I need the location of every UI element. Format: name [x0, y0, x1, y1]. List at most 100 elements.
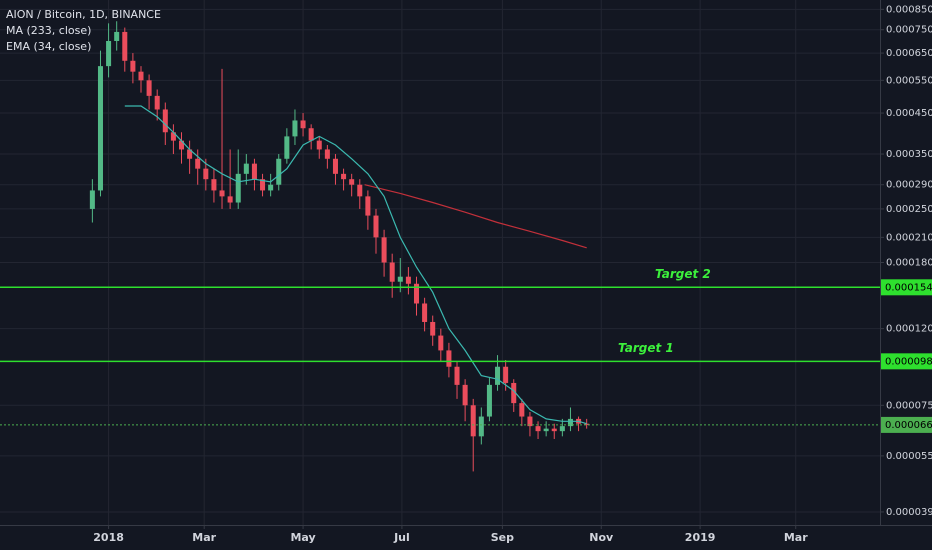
- candle-body: [397, 276, 403, 282]
- candle-body: [567, 418, 573, 427]
- x-tick-label: 2018: [93, 531, 124, 544]
- x-tick-label: Sep: [491, 531, 514, 544]
- candle-body: [551, 428, 557, 432]
- candle-body: [446, 350, 452, 367]
- price-tag: [881, 416, 932, 433]
- candle-body: [146, 80, 152, 96]
- x-tick-label: Mar: [784, 531, 808, 544]
- candle-body: [292, 120, 298, 137]
- x-tick-label: Jul: [393, 531, 410, 544]
- candle-body: [235, 173, 241, 203]
- candle-body: [268, 184, 274, 191]
- candle-body: [413, 283, 420, 304]
- indicator-line: [124, 105, 587, 425]
- candle-body: [284, 136, 290, 159]
- candle-body: [130, 60, 136, 72]
- candle-body: [260, 179, 266, 191]
- candle-body: [373, 215, 379, 238]
- candle-body: [470, 405, 476, 437]
- legend-entry: EMA (34, close): [6, 40, 91, 53]
- candle-body: [138, 71, 144, 81]
- candle-body: [211, 179, 217, 191]
- candle-body: [519, 403, 525, 417]
- chart-title: AION / Bitcoin, 1D, BINANCE: [6, 8, 161, 21]
- y-tick-label: 0.0008500: [886, 4, 932, 15]
- candle-body: [114, 31, 120, 41]
- candle-body: [187, 149, 193, 159]
- candle-body: [349, 179, 355, 185]
- candle-body: [276, 158, 282, 185]
- candle-body: [195, 158, 201, 169]
- candle-body: [300, 120, 306, 129]
- candle-body: [162, 109, 168, 133]
- candle-body: [219, 190, 225, 197]
- candle-body: [308, 128, 314, 141]
- legend-entry: MA (233, close): [6, 24, 91, 37]
- candle-body: [170, 132, 176, 141]
- candle-body: [89, 190, 95, 209]
- x-tick-label: May: [290, 531, 315, 544]
- candle-body: [454, 366, 460, 385]
- candle-body: [357, 184, 363, 197]
- candle-body: [365, 196, 371, 216]
- price-tag: [881, 353, 932, 370]
- candle-body: [438, 335, 444, 351]
- candle-body: [462, 384, 468, 406]
- candle-body: [243, 163, 249, 174]
- target-label: Target 2: [655, 267, 711, 281]
- candle-body: [430, 321, 436, 336]
- x-tick-label: 2019: [685, 531, 716, 544]
- candle-body: [341, 173, 347, 180]
- candle-body: [251, 163, 257, 180]
- candle-body: [332, 158, 338, 174]
- candle-body: [422, 303, 428, 322]
- layer: [89, 21, 590, 472]
- candle-body: [389, 262, 395, 282]
- candle-body: [227, 196, 233, 203]
- candle-body: [543, 428, 549, 432]
- target-label: Target 1: [618, 341, 674, 355]
- candle-body: [495, 366, 501, 385]
- candle-body: [535, 426, 541, 432]
- candle-body: [122, 31, 128, 61]
- candle-body: [511, 382, 517, 404]
- layer: MA (233, close) EMA (34, close) AION / Bit…: [0, 8, 932, 433]
- candle-body: [405, 276, 411, 284]
- candle-body: [527, 416, 533, 427]
- candle-body: [478, 416, 484, 437]
- price-tag: [881, 279, 932, 296]
- candle-body: [324, 149, 330, 159]
- indicator-line: [364, 184, 587, 249]
- candle-body: [559, 426, 565, 432]
- candle-body: [154, 95, 160, 110]
- candle-body: [381, 237, 387, 263]
- candle-body: [97, 66, 103, 191]
- candle-body: [316, 140, 322, 150]
- candle-body: [486, 384, 492, 417]
- x-tick-label: Nov: [589, 531, 614, 544]
- candle-body: [203, 168, 209, 180]
- price-tag-label: 0.0001546: [885, 282, 932, 293]
- candle-body: [584, 423, 590, 425]
- price-tag-label: 0.0000665: [885, 420, 932, 431]
- price-tag-label: 0.0000982: [885, 356, 932, 367]
- candle-body: [178, 140, 185, 150]
- x-tick-label: Mar: [192, 531, 216, 544]
- candle-body: [503, 366, 509, 383]
